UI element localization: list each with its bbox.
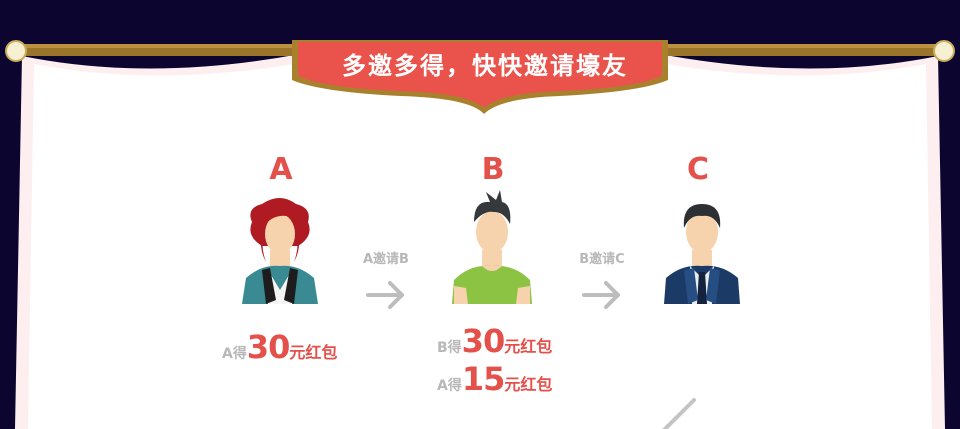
reward-a-second: A得15元红包	[437, 360, 552, 398]
reward-suffix: 元红包	[504, 375, 553, 394]
male-suit-avatar-icon	[664, 204, 740, 304]
person-b-label: B	[481, 152, 505, 187]
title-banner	[292, 40, 668, 114]
reward-b: B得30元红包	[437, 322, 552, 360]
female-avatar-icon	[242, 198, 318, 304]
arrow-label-a-b: A邀请B	[363, 252, 409, 267]
reward-amount: 30	[246, 328, 291, 366]
arrow-label-b-c: B邀请C	[579, 252, 625, 267]
person-a-label: A	[269, 152, 293, 187]
reward-amount: 30	[461, 322, 506, 360]
reward-suffix: 元红包	[289, 343, 338, 362]
reward-prefix: A得	[222, 346, 247, 362]
arrow-right-icon	[582, 281, 620, 309]
reward-prefix: B得	[437, 340, 462, 356]
arrow-right-icon	[366, 281, 404, 309]
reward-prefix: A得	[437, 378, 462, 394]
reward-amount: 15	[461, 360, 506, 398]
reward-a: A得30元红包	[222, 328, 337, 366]
person-c-label: C	[686, 152, 710, 187]
reward-suffix: 元红包	[504, 337, 553, 356]
banner-title: 多邀多得，快快邀请壕友	[342, 52, 628, 80]
male-casual-avatar-icon	[452, 190, 532, 304]
connector-line	[662, 398, 696, 429]
